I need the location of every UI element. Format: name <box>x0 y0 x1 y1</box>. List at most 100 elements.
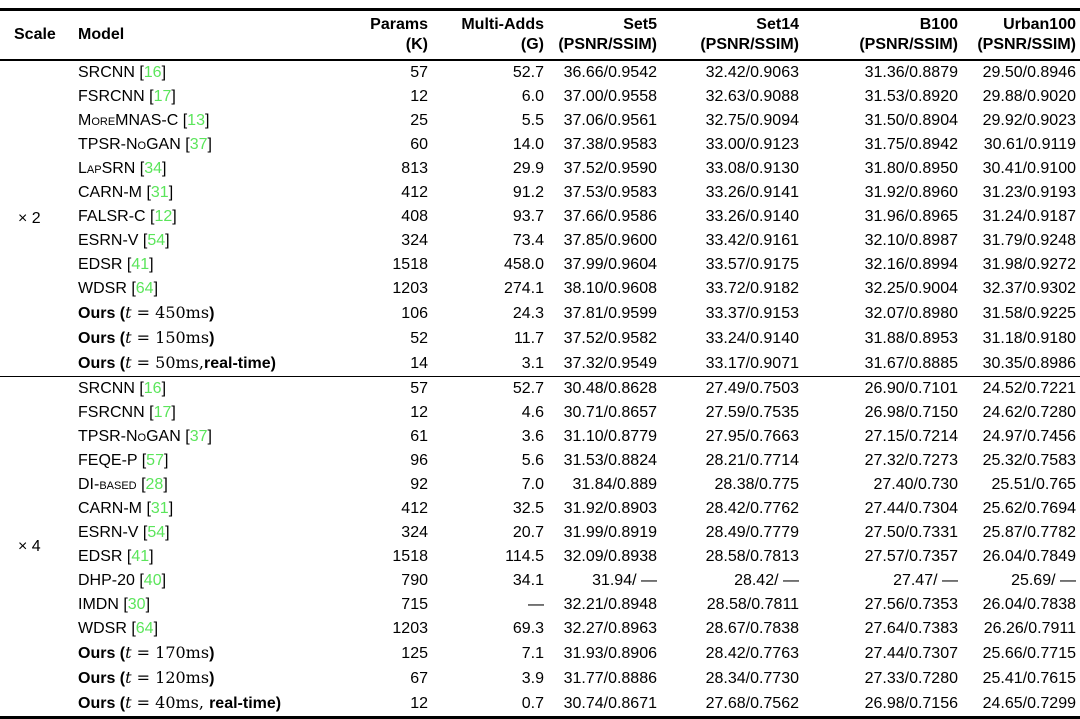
model-name-part: ] <box>145 596 151 613</box>
citation-ref[interactable]: 17 <box>153 88 172 105</box>
scale-x4-section: × 4 SRCNN [16] 57 52.7 30.48/0.8628 27.49/0.7… <box>0 376 1080 718</box>
urban100-value: 32.37/0.9302 <box>982 280 1076 297</box>
citation-ref[interactable]: 31 <box>150 500 169 517</box>
citation-ref[interactable]: 30 <box>127 596 146 613</box>
model-name-part: [ <box>136 476 146 493</box>
set5-value: 37.06/0.9561 <box>563 112 657 129</box>
citation-ref[interactable]: 16 <box>143 380 162 397</box>
model-name-part: WDSR [ <box>78 620 136 637</box>
urban100-value: 29.92/0.9023 <box>982 112 1076 129</box>
table-row: Ours (t = 40ms, real-time) 12 0.7 30.74/0.8… <box>0 691 1080 718</box>
model-name: FSRCNN [17] <box>64 401 364 425</box>
citation-ref[interactable]: 16 <box>143 64 162 81</box>
model-name-part: MoreMNAS-C <box>78 112 179 129</box>
model-name: MoreMNAS-C [13] <box>64 109 364 133</box>
set14-value: 32.75/0.9094 <box>705 112 799 129</box>
model-name: Ours (t = 150ms) <box>64 326 364 351</box>
model-name: IMDN [30] <box>64 593 364 617</box>
citation-ref[interactable]: 37 <box>189 136 208 153</box>
multi-adds-value: 32.5 <box>512 500 544 517</box>
multi-adds-value: 3.1 <box>521 354 544 372</box>
column-header-urban100: Urban100 (PSNR/SSIM) <box>962 10 1080 61</box>
urban100-value: 24.52/0.7221 <box>982 380 1076 397</box>
multi-adds-value: 69.3 <box>512 620 544 637</box>
model-name-part: t <box>125 303 132 322</box>
citation-ref[interactable]: 28 <box>145 476 164 493</box>
column-header-line1: Scale <box>14 26 56 43</box>
citation-ref[interactable]: 64 <box>135 280 154 297</box>
set5-value: 31.93/0.8906 <box>563 644 657 662</box>
model-name-part: ] <box>204 112 210 129</box>
params-value: 14 <box>410 354 428 372</box>
citation-ref[interactable]: 17 <box>153 404 172 421</box>
table-row: Ours (t = 50ms,real-time) 14 3.1 37.32/0.95… <box>0 351 1080 377</box>
model-name: Ours (t = 120ms) <box>64 666 364 691</box>
model-name-part: TPSR-NoGAN <box>78 428 181 445</box>
citation-ref[interactable]: 54 <box>147 524 166 541</box>
citation-ref[interactable]: 40 <box>143 572 162 589</box>
model-name-part: ] <box>153 620 159 637</box>
set5-value: 37.53/0.9583 <box>563 184 657 201</box>
column-header-set14: Set14 (PSNR/SSIM) <box>661 10 803 61</box>
b100-value: 27.44/0.7304 <box>864 500 958 517</box>
set5-value: 32.21/0.8948 <box>563 596 657 613</box>
model-name-part: Ours ( <box>78 305 126 322</box>
citation-ref[interactable]: 12 <box>154 208 173 225</box>
b100-value: 27.56/0.7353 <box>864 596 958 613</box>
urban100-value: 25.62/0.7694 <box>982 500 1076 517</box>
b100-value: 27.64/0.7383 <box>864 620 958 637</box>
urban100-value: 25.87/0.7782 <box>982 524 1076 541</box>
multi-adds-value: 7.1 <box>521 644 544 662</box>
model-name: TPSR-NoGAN [37] <box>64 425 364 449</box>
model-name-part: FSRCNN [ <box>78 404 154 421</box>
set5-value: 38.10/0.9608 <box>563 280 657 297</box>
set14-value: 32.63/0.9088 <box>705 88 799 105</box>
citation-ref[interactable]: 13 <box>187 112 205 129</box>
set5-value: 37.66/0.9586 <box>563 208 657 225</box>
citation-ref[interactable]: 41 <box>131 548 150 565</box>
column-header-scale: Scale <box>0 10 64 61</box>
model-name-part: t <box>125 328 132 347</box>
set14-value: 27.68/0.7562 <box>705 694 799 712</box>
multi-adds-value: 114.5 <box>505 548 544 565</box>
table-row: FSRCNN [17] 12 4.6 30.71/0.8657 27.59/0.7535… <box>0 401 1080 425</box>
model-name: LapSRN [34] <box>64 157 364 181</box>
b100-value: 32.16/0.8994 <box>864 256 958 273</box>
citation-ref[interactable]: 64 <box>135 620 154 637</box>
urban100-value: 31.23/0.9193 <box>982 184 1076 201</box>
citation-ref[interactable]: 31 <box>150 184 169 201</box>
params-value: 715 <box>401 596 428 613</box>
citation-ref[interactable]: 54 <box>147 232 166 249</box>
model-name-part: ] <box>161 380 167 397</box>
column-header-line2: (G) <box>520 36 544 53</box>
citation-ref[interactable]: 41 <box>131 256 150 273</box>
set14-value: 28.42/0.7763 <box>705 644 799 662</box>
table-row: EDSR [41] 1518 114.5 32.09/0.8938 28.58/0.78… <box>0 545 1080 569</box>
set14-value: 27.49/0.7503 <box>705 380 799 397</box>
table-row: EDSR [41] 1518 458.0 37.99/0.9604 33.57/0.91… <box>0 253 1080 277</box>
citation-ref[interactable]: 57 <box>146 452 164 469</box>
params-value: 106 <box>401 304 428 322</box>
set14-value: 33.42/0.9161 <box>705 232 799 249</box>
table-row: FSRCNN [17] 12 6.0 37.00/0.9558 32.63/0.9088… <box>0 85 1080 109</box>
set14-value: 28.58/0.7813 <box>705 548 799 565</box>
model-name-part: FSRCNN [ <box>78 88 154 105</box>
scale-x2-section: × 2 SRCNN [16] 57 52.7 36.66/0.9542 32.42/0.9… <box>0 60 1080 377</box>
multi-adds-value: 4.6 <box>521 404 544 421</box>
citation-ref[interactable]: 34 <box>144 160 163 177</box>
urban100-value: 30.35/0.8986 <box>982 354 1076 372</box>
column-header-line1: Multi-Adds <box>461 16 544 33</box>
citation-ref[interactable]: 37 <box>189 428 208 445</box>
b100-value: 26.90/0.7101 <box>864 380 958 397</box>
table-row: × 2 SRCNN [16] 57 52.7 36.66/0.9542 32.42/0.9… <box>0 60 1080 227</box>
model-name-part: EDSR [ <box>78 256 132 273</box>
set5-value: 37.81/0.9599 <box>563 304 657 322</box>
model-name-part: ESRN-V [ <box>78 524 148 541</box>
model-name-part: ] <box>163 476 168 493</box>
b100-value: 27.44/0.7307 <box>864 644 958 662</box>
model-name: DI-based [28] <box>64 473 364 497</box>
urban100-value: 26.26/0.7911 <box>983 620 1076 637</box>
set5-value: 36.66/0.9542 <box>563 64 657 81</box>
multi-adds-value: 14.0 <box>512 136 544 153</box>
